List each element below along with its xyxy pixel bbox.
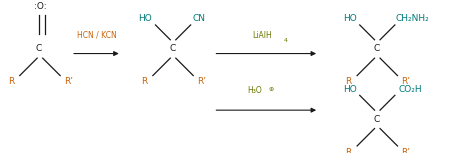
Text: R’: R’ — [401, 148, 410, 153]
Text: C: C — [36, 45, 42, 53]
Text: HO: HO — [139, 14, 152, 23]
Text: R: R — [141, 77, 147, 86]
Text: R’: R’ — [401, 77, 410, 86]
Text: 4: 4 — [284, 38, 288, 43]
Text: C: C — [373, 45, 380, 53]
Text: ⊕: ⊕ — [268, 87, 274, 92]
Text: C: C — [169, 45, 175, 53]
Text: CH₂NH₂: CH₂NH₂ — [396, 14, 429, 23]
Text: R: R — [345, 148, 352, 153]
Text: CN: CN — [192, 14, 205, 23]
Text: :O:: :O: — [34, 2, 47, 11]
Text: R: R — [8, 77, 14, 86]
Text: HO: HO — [343, 14, 357, 23]
Text: LiAlH: LiAlH — [252, 31, 272, 40]
Text: R’: R’ — [197, 77, 206, 86]
Text: H₃O: H₃O — [247, 86, 262, 95]
Text: HCN / KCN: HCN / KCN — [77, 31, 116, 40]
Text: HO: HO — [343, 85, 357, 94]
Text: R: R — [345, 77, 352, 86]
Text: C: C — [373, 115, 380, 124]
Text: CO₂H: CO₂H — [398, 85, 422, 94]
Text: R’: R’ — [64, 77, 73, 86]
